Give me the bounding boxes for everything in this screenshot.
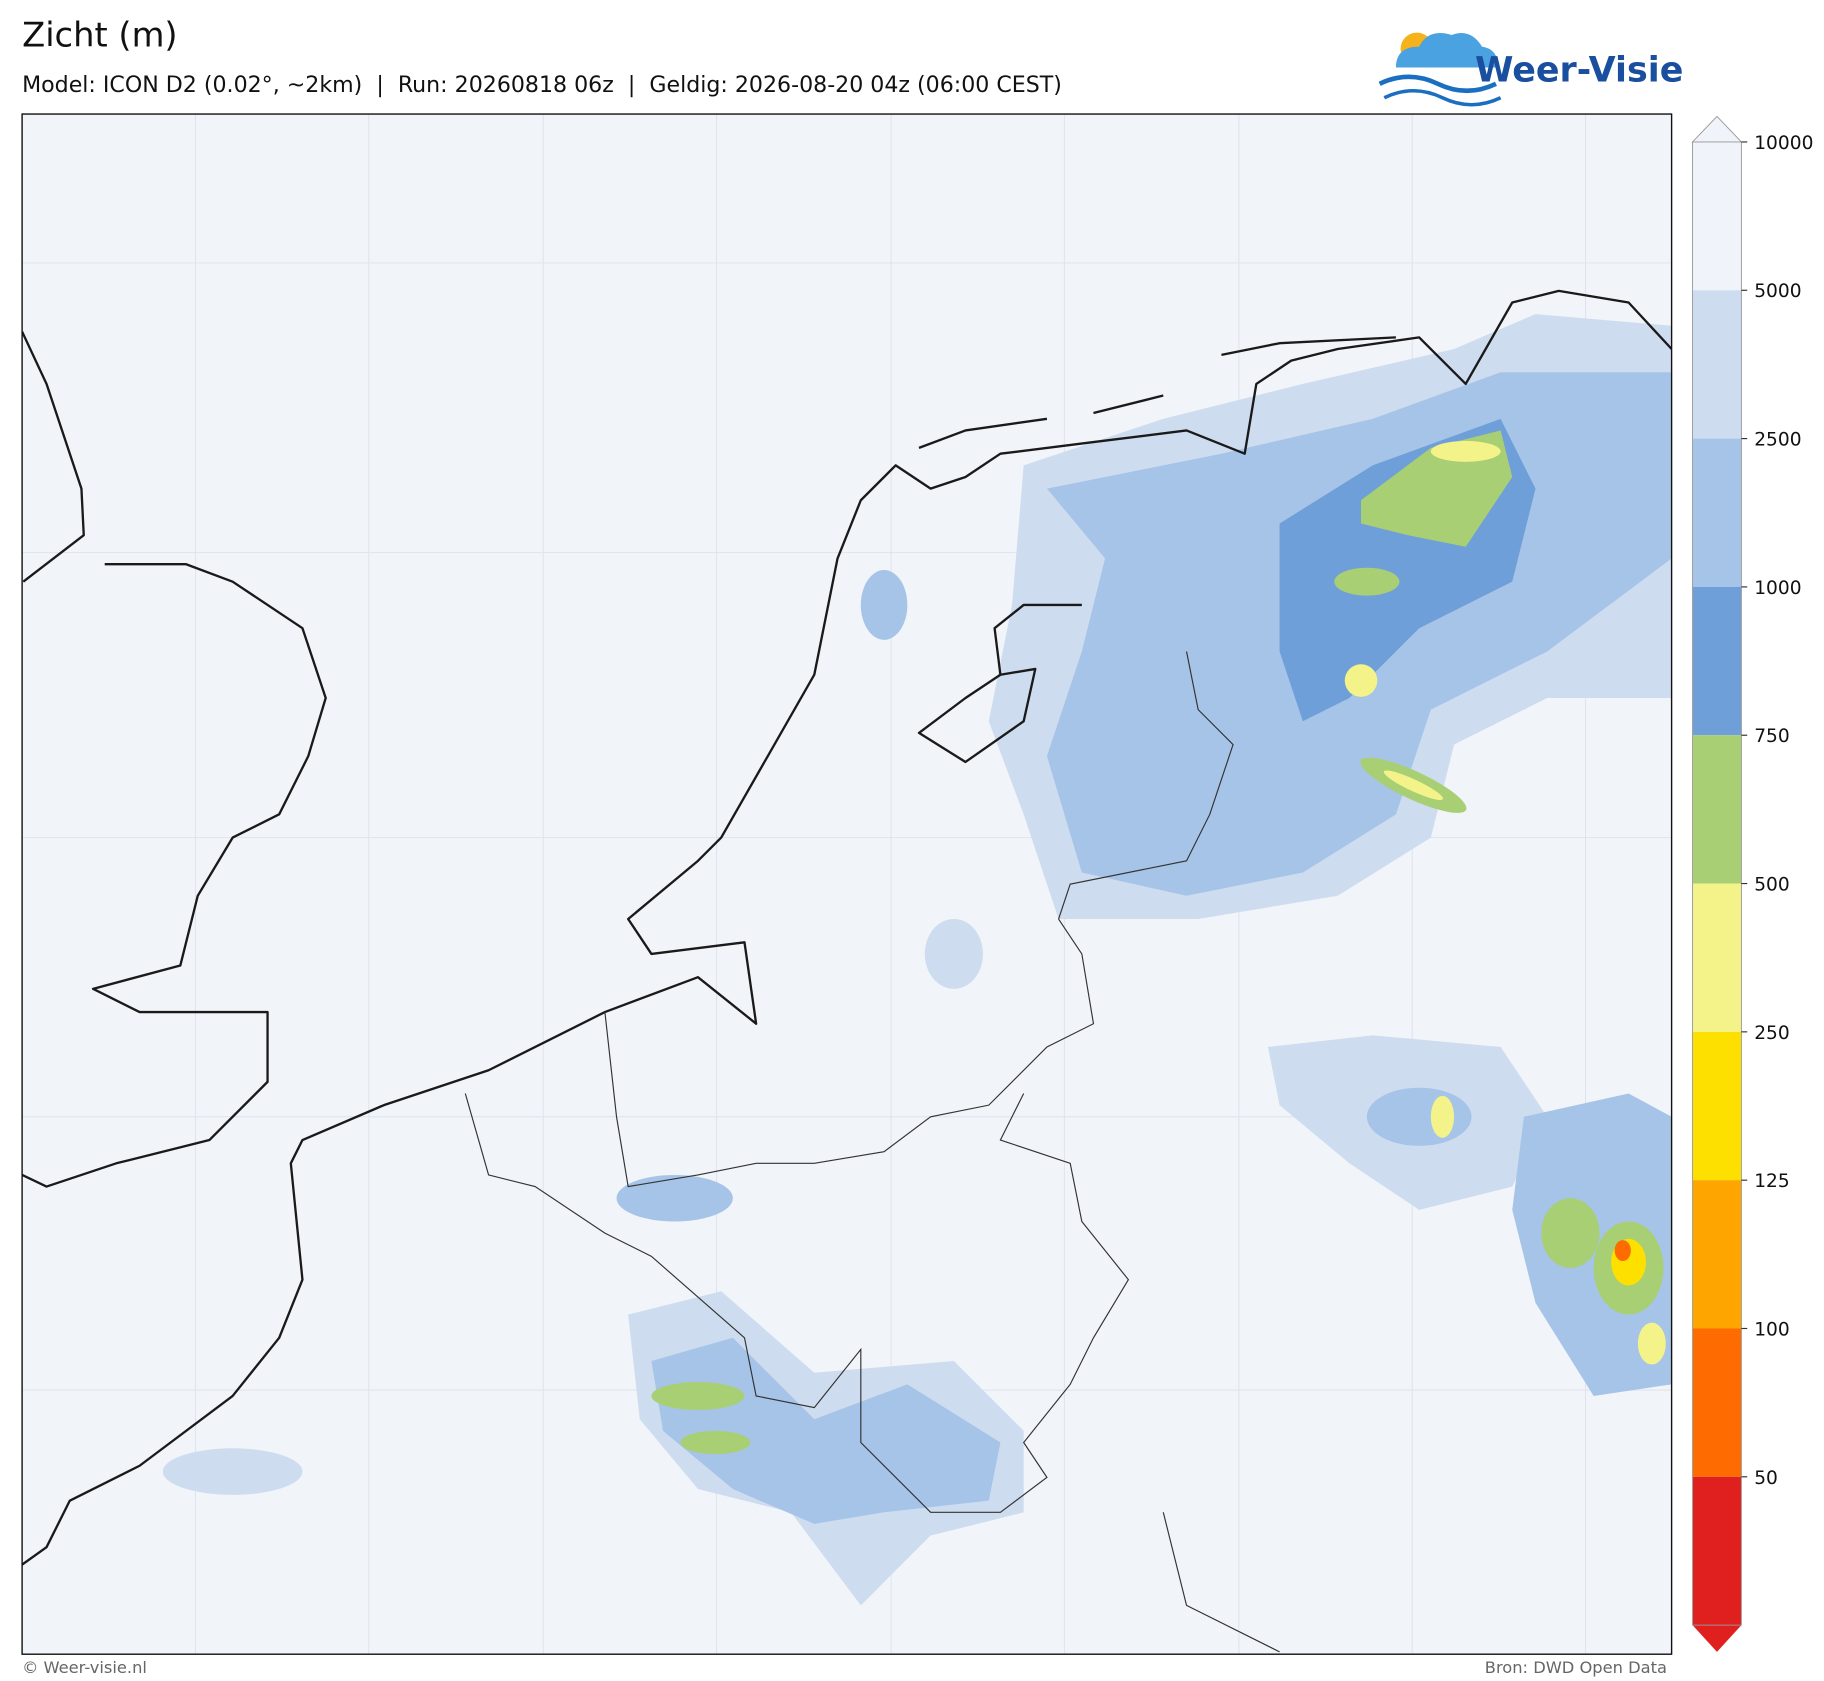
field-band (924, 919, 983, 989)
colorbar-band (1692, 1180, 1742, 1329)
colorbar-tick-label: 1000 (1754, 578, 1801, 599)
field-band (1334, 567, 1400, 596)
field-band (1541, 1198, 1600, 1268)
field-band (1637, 1322, 1666, 1365)
field-band (1614, 1240, 1631, 1262)
border (464, 1093, 1130, 1513)
logo-cloud (1395, 33, 1499, 68)
colorbar-tick-label: 125 (1754, 1171, 1790, 1192)
coastlines (22, 289, 1672, 1566)
field-band (860, 570, 908, 640)
logo-wave (1378, 74, 1497, 94)
colorbar-tick-label: 500 (1754, 875, 1790, 896)
map (22, 114, 1672, 1655)
islands (918, 336, 1396, 449)
title: Zicht (m) (22, 16, 177, 55)
colorbar-band (1692, 1031, 1742, 1181)
colorbar-tick-label: 10000 (1754, 133, 1813, 154)
coastline (22, 289, 1672, 1566)
logo-text: Weer-Visie (1475, 50, 1683, 90)
border (1162, 1512, 1280, 1653)
coastline (22, 331, 327, 1188)
footer-source: Bron: DWD Open Data (1485, 1658, 1667, 1677)
colorbar-tick-label: 50 (1754, 1468, 1778, 1489)
logo-wave (1383, 89, 1502, 107)
colorbar-tick-label: 5000 (1754, 281, 1801, 302)
colorbar-band (1692, 438, 1742, 587)
colorbar: 10000 5000 2500 1000 750 500 250 125 100 50 (1691, 115, 1813, 1652)
colorbar-band (1692, 735, 1742, 884)
map-frame (21, 113, 1673, 1655)
border (1058, 651, 1234, 920)
field-band (1430, 1095, 1455, 1138)
borders (464, 651, 1280, 1653)
field-band (1383, 770, 1443, 800)
colorbar-band (1692, 1328, 1742, 1477)
field-band (1366, 1087, 1472, 1146)
field-band (616, 1174, 733, 1222)
field-band (1344, 664, 1378, 697)
colorbar-band (1692, 1476, 1742, 1626)
colorbar-tick-label: 750 (1754, 726, 1790, 747)
field-band (651, 1337, 1001, 1524)
field-band (1430, 440, 1501, 462)
visibility-fields (162, 314, 1672, 1606)
border (604, 918, 1095, 1188)
colorbar-extend (1691, 115, 1743, 143)
colorbar-extend (1692, 1625, 1742, 1652)
field-band (651, 1382, 745, 1410)
colorbar-band (1692, 141, 1742, 291)
field-band (680, 1430, 751, 1455)
colorbar-tick-label: 2500 (1754, 430, 1801, 451)
colorbar-band (1692, 883, 1742, 1032)
subtitle: Model: ICON D2 (0.02°, ~2km) | Run: 2026… (22, 72, 1062, 98)
colorbar-tick-label: 250 (1754, 1023, 1790, 1044)
field-band (162, 1448, 303, 1495)
coastline (917, 603, 1082, 764)
footer-credit: © Weer-visie.nl (22, 1658, 147, 1677)
logo: Weer-Visie (1378, 32, 1683, 107)
colorbar-band (1692, 290, 1742, 439)
colorbar-band (1692, 586, 1742, 736)
colorbar-tick-label: 100 (1754, 1319, 1790, 1340)
